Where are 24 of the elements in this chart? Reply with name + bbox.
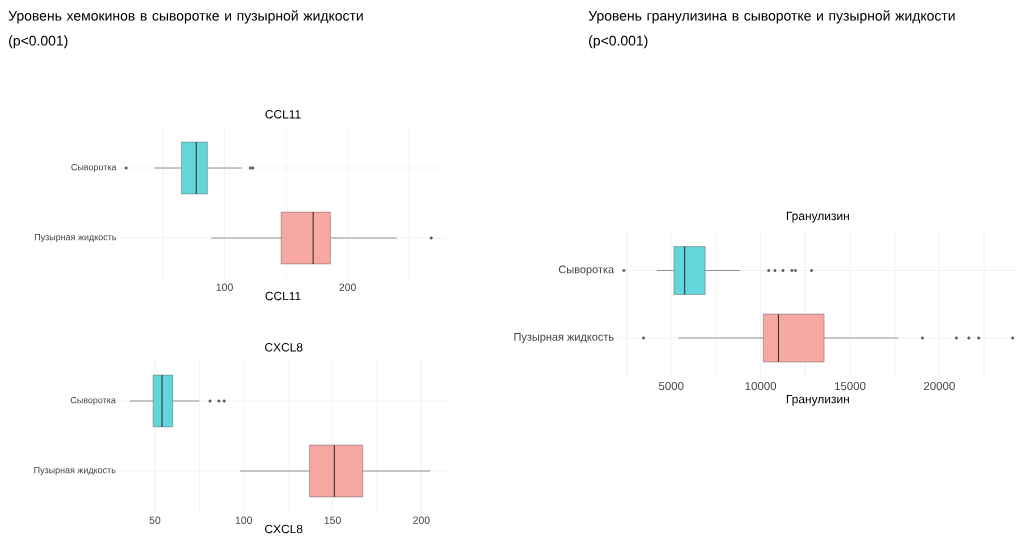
chart-subtitle: CCL11	[265, 110, 301, 119]
y-tick-label: Сыворотка	[71, 163, 117, 173]
x-tick-label: 10000	[745, 382, 777, 391]
x-axis-title: Гранулизин	[786, 394, 849, 406]
chart-title: CXCL8	[265, 343, 303, 352]
x-tick-label: 20000	[924, 382, 955, 391]
chart-title: Уровень гранулизина в сыворотке и пузырной жидкости (p<0.001)	[588, 10, 955, 49]
x-tick-label: 200	[413, 516, 430, 524]
y-tick-label: Пузырная жидкость	[34, 233, 117, 243]
x-axis-title: CXCL8	[265, 524, 303, 534]
y-tick-label: Сыворотка	[70, 396, 116, 406]
y-tick-label: Сыворотка	[558, 265, 615, 276]
y-tick-label: Пузырная жидкость	[34, 466, 116, 476]
x-tick-label: 15000	[834, 382, 866, 391]
chart-subtitle: Гранулизин	[786, 211, 849, 223]
x-tick-label: 50	[149, 516, 161, 524]
x-tick-label: 150	[324, 516, 341, 524]
x-tick-label: 100	[216, 283, 233, 291]
y-tick-label: Пузырная жидкость	[514, 333, 614, 343]
x-tick-label: 100	[235, 516, 253, 524]
x-tick-label: 200	[339, 283, 356, 291]
x-axis-title: CCL11	[265, 291, 301, 301]
x-tick-label: 5000	[658, 382, 684, 391]
chart-title: Уровень хемокинов в сыворотке и пузырной жидкости (p<0.001)	[8, 10, 363, 49]
